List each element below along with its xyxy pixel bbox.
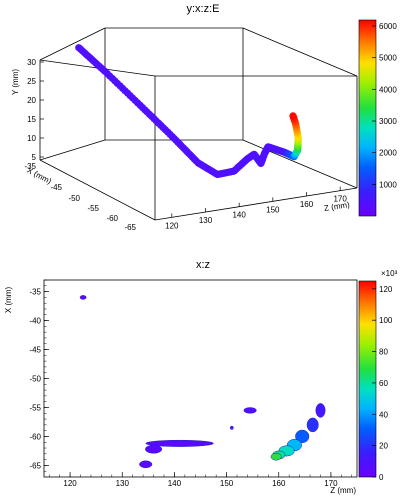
y-tick-label-2d: -55 xyxy=(29,403,41,412)
z-axis-label-3d: Z (mm) xyxy=(323,200,350,213)
colorbar-tick-label-2d: 20 xyxy=(379,442,388,451)
x-tick-label-3d: -45 xyxy=(50,183,62,192)
y-tick-label-3d: 20 xyxy=(27,96,36,105)
x-tick-label-3d: -60 xyxy=(106,214,118,223)
colorbar-tick-label-3d: 6000 xyxy=(379,22,397,31)
y-axis-label-3d: Y (mm) xyxy=(11,69,20,95)
colorbar-ticks-2d: 0 20 40 60 80 100 120 xyxy=(372,285,393,482)
heat-cell xyxy=(79,295,87,300)
y-tick-label-3d: 15 xyxy=(27,115,36,124)
x-ticks-2d: 120 130 140 150 160 170 xyxy=(48,472,353,488)
colorbar-2d xyxy=(358,280,377,478)
y-tick-label-3d: 10 xyxy=(27,134,36,143)
y-ticks-2d: -35 -40 -45 -50 -55 -60 -65 xyxy=(29,279,49,472)
y-tick-label-2d: -45 xyxy=(29,346,41,355)
colorbar-tick-label-2d: 40 xyxy=(379,410,388,419)
z-tick-label-3d: 130 xyxy=(199,216,213,225)
x-ticks-3d: -35 -45 -50 -55 -60 -65 xyxy=(24,162,136,232)
z-tick-label-3d: 140 xyxy=(232,211,246,220)
x-tick-label-3d: -55 xyxy=(87,204,99,213)
colorbar-3d xyxy=(358,19,377,217)
x-tick-label-3d: -65 xyxy=(124,223,136,232)
heat-cell xyxy=(295,429,310,444)
x-tick-label-2d: 150 xyxy=(220,479,234,488)
panel-2d: x:z 120 130 140 150 160 170 -35 -40 -45 -50 -55 -6… xyxy=(4,259,398,495)
z-tick-label-3d: 120 xyxy=(165,221,179,230)
x-tick-label-2d: 170 xyxy=(324,479,338,488)
colorbar-tick-label-2d: 0 xyxy=(379,473,384,482)
heat-cell xyxy=(306,417,319,433)
y-tick-label-3d: 30 xyxy=(27,58,36,67)
x-tick-label-3d: -50 xyxy=(68,194,80,203)
colorbar-tick-label-2d: 120 xyxy=(379,285,393,294)
heat-cell xyxy=(315,403,326,418)
x-axis-label-2d: Z (mm) xyxy=(330,486,356,495)
x-tick-label-2d: 140 xyxy=(168,479,182,488)
heat-cell xyxy=(243,407,257,414)
plot-frame-2d xyxy=(43,279,358,478)
colorbar-tick-label-3d: 1000 xyxy=(379,180,397,189)
x-tick-label-3d: -35 xyxy=(24,162,36,171)
track-3d xyxy=(75,44,302,179)
colorbar-tick-label-3d: 5000 xyxy=(379,54,397,63)
z-ticks-3d: 120 130 140 150 160 170 xyxy=(165,186,347,230)
y-axis-label-2d: X (mm) xyxy=(4,287,13,314)
heat-cell xyxy=(229,425,234,430)
colorbar-tick-label-2d: 60 xyxy=(379,379,388,388)
colorbar-tick-label-2d: 100 xyxy=(379,316,393,325)
z-tick-label-3d: 170 xyxy=(333,195,347,204)
y-tick-label-2d: -35 xyxy=(29,288,41,297)
colorbar-tick-label-3d: 2000 xyxy=(379,149,397,158)
chart-title-2d: x:z xyxy=(196,259,210,271)
heat-cell xyxy=(139,460,153,469)
heatmap-2d xyxy=(79,295,326,469)
y-ticks-3d: 5 10 15 20 25 30 xyxy=(27,58,44,162)
y-tick-label-2d: -60 xyxy=(29,432,41,441)
colorbar-ticks-3d: 1000 2000 3000 4000 5000 6000 xyxy=(372,22,397,189)
z-tick-label-3d: 150 xyxy=(266,205,280,214)
z-tick-label-3d: 160 xyxy=(300,200,314,209)
x-tick-label-2d: 120 xyxy=(63,479,77,488)
x-tick-label-2d: 130 xyxy=(116,479,130,488)
colorbar-exponent-2d: ×10³ xyxy=(381,269,398,278)
colorbar-tick-label-2d: 80 xyxy=(379,348,388,357)
y-tick-label-3d: 25 xyxy=(27,77,36,86)
y-tick-label-2d: -65 xyxy=(29,461,41,470)
heat-cell xyxy=(145,444,163,454)
x-axis-label-3d: X (mm) xyxy=(25,166,53,186)
x-tick-label-2d: 160 xyxy=(272,479,286,488)
y-tick-label-2d: -40 xyxy=(29,317,41,326)
heat-cell xyxy=(270,452,282,461)
y-tick-label-2d: -50 xyxy=(29,375,41,384)
colorbar-tick-label-3d: 4000 xyxy=(379,85,397,94)
y-tick-label-3d: 5 xyxy=(32,153,37,162)
track-point xyxy=(289,112,297,120)
colorbar-tick-label-3d: 3000 xyxy=(379,117,397,126)
chart-title-3d: y:x:z:E xyxy=(186,3,219,15)
heat-cell xyxy=(145,439,214,447)
